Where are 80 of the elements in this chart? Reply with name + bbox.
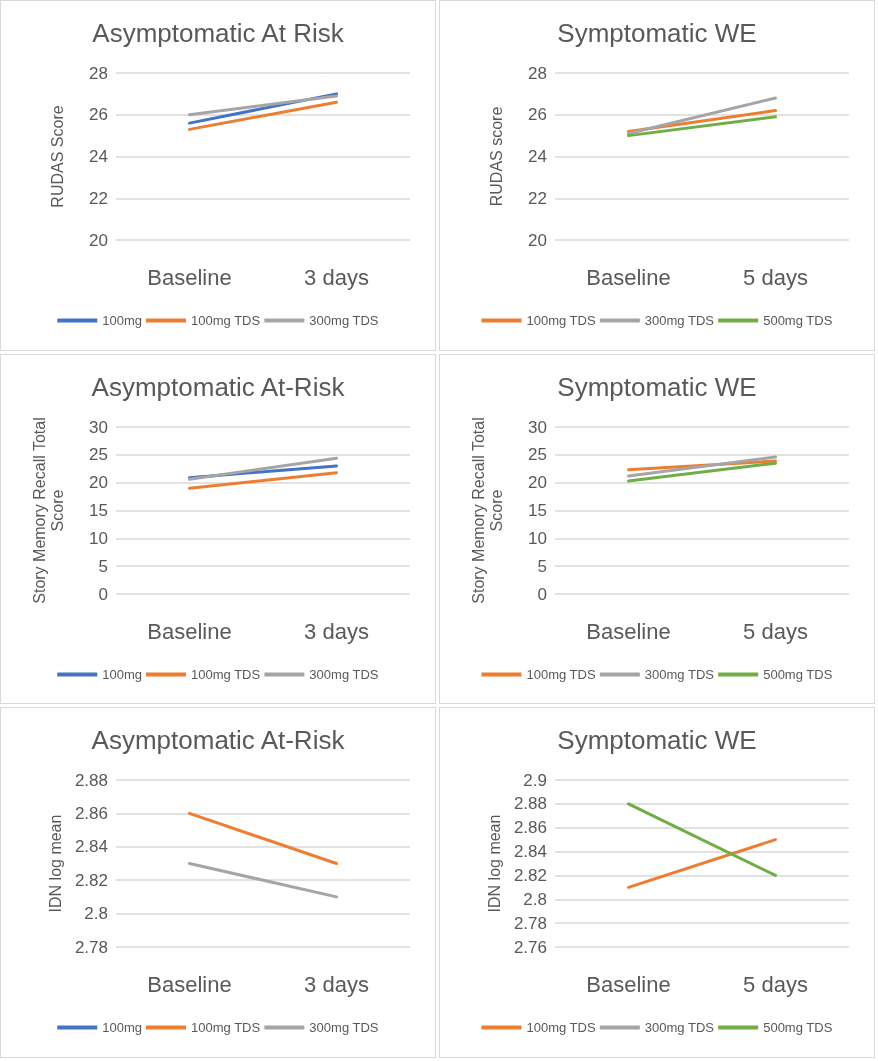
y-tick-label: 26 bbox=[528, 105, 547, 125]
y-axis-title: IDN log mean bbox=[46, 814, 64, 913]
y-tick-label: 5 bbox=[537, 556, 547, 576]
y-tick-label: 2.86 bbox=[74, 804, 108, 824]
x-tick-label: Baseline bbox=[586, 618, 671, 644]
y-tick-label: 25 bbox=[528, 444, 547, 464]
y-tick-label: 2.84 bbox=[74, 837, 108, 857]
legend-label: 300mg TDS bbox=[644, 313, 715, 328]
legend-label: 100mg TDS bbox=[191, 666, 261, 682]
y-tick-label: 30 bbox=[89, 417, 108, 437]
y-tick-label: 20 bbox=[528, 230, 547, 250]
legend-label: 300mg TDS bbox=[644, 1020, 715, 1036]
chart-title: Symptomatic WE bbox=[557, 371, 757, 402]
y-tick-label: 2.76 bbox=[513, 937, 547, 957]
y-tick-label: 25 bbox=[89, 444, 108, 464]
x-tick-label: 5 days bbox=[743, 971, 808, 997]
y-tick-label: 2.84 bbox=[513, 842, 547, 862]
y-tick-label: 30 bbox=[528, 417, 547, 437]
legend-label: 100mg TDS bbox=[526, 666, 596, 682]
legend-label: 100mg bbox=[102, 313, 143, 328]
x-tick-label: 3 days bbox=[304, 971, 369, 997]
y-tick-label: 0 bbox=[98, 584, 108, 604]
x-tick-label: Baseline bbox=[147, 971, 232, 997]
legend-label: 300mg TDS bbox=[644, 666, 715, 682]
y-tick-label: 2.8 bbox=[523, 890, 547, 910]
legend-label: 100mg TDS bbox=[526, 1020, 596, 1036]
x-tick-label: 3 days bbox=[304, 264, 369, 290]
y-tick-label: 20 bbox=[89, 230, 108, 250]
y-tick-label: 10 bbox=[89, 528, 108, 548]
y-tick-label: 2.86 bbox=[513, 818, 547, 838]
legend-label: 500mg TDS bbox=[763, 666, 833, 682]
legend-label: 300mg TDS bbox=[309, 1020, 379, 1036]
x-tick-label: Baseline bbox=[147, 618, 232, 644]
x-tick-label: 5 days bbox=[743, 264, 808, 290]
y-tick-label: 26 bbox=[89, 105, 108, 125]
chart-title: Asymptomatic At-Risk bbox=[91, 725, 346, 756]
legend-label: 300mg TDS bbox=[309, 313, 379, 328]
y-tick-label: 5 bbox=[98, 556, 108, 576]
y-tick-label: 10 bbox=[528, 528, 547, 548]
y-tick-label: 2.82 bbox=[74, 871, 108, 891]
legend-label: 100mg TDS bbox=[191, 313, 261, 328]
y-tick-label: 2.9 bbox=[523, 770, 547, 790]
x-tick-label: Baseline bbox=[586, 264, 671, 290]
y-tick-label: 15 bbox=[89, 500, 108, 520]
legend-label: 100mg bbox=[102, 1020, 143, 1036]
legend-label: 100mg TDS bbox=[191, 1020, 261, 1036]
y-tick-label: 15 bbox=[528, 500, 547, 520]
legend-label: 500mg TDS bbox=[763, 313, 833, 328]
y-tick-label: 22 bbox=[89, 188, 108, 208]
chart-title: Symptomatic WE bbox=[557, 18, 757, 48]
x-tick-label: 5 days bbox=[743, 618, 808, 644]
y-tick-label: 2.8 bbox=[84, 904, 108, 924]
x-tick-label: Baseline bbox=[586, 971, 671, 997]
y-tick-label: 2.88 bbox=[74, 770, 108, 790]
y-tick-label: 2.88 bbox=[513, 794, 547, 814]
legend-label: 100mg bbox=[102, 666, 143, 682]
y-tick-label: 0 bbox=[537, 584, 547, 604]
y-axis-title: Story Memory Recall Total Score bbox=[469, 416, 505, 604]
y-tick-label: 20 bbox=[89, 472, 108, 492]
y-axis-title: RUDAS Score bbox=[48, 105, 66, 208]
y-tick-label: 2.78 bbox=[74, 937, 108, 957]
y-axis-title: RUDAS score bbox=[487, 106, 505, 207]
y-axis-title: IDN log mean bbox=[485, 814, 503, 913]
y-tick-label: 20 bbox=[528, 472, 547, 492]
chart-title: Asymptomatic At-Risk bbox=[91, 371, 346, 402]
y-tick-label: 28 bbox=[528, 63, 547, 83]
y-tick-label: 24 bbox=[89, 147, 108, 166]
legend-label: 500mg TDS bbox=[763, 1020, 833, 1036]
x-tick-label: 3 days bbox=[304, 618, 369, 644]
x-tick-label: Baseline bbox=[147, 264, 232, 290]
legend-label: 300mg TDS bbox=[309, 666, 379, 682]
y-axis-title: Story Memory Recall Total Score bbox=[30, 416, 66, 604]
chart-title: Asymptomatic At Risk bbox=[92, 18, 345, 48]
legend-label: 100mg TDS bbox=[526, 313, 596, 328]
y-tick-label: 2.82 bbox=[513, 866, 547, 886]
y-tick-label: 2.78 bbox=[513, 913, 547, 933]
chart-title: Symptomatic WE bbox=[557, 725, 757, 756]
y-tick-label: 22 bbox=[528, 188, 547, 208]
y-tick-label: 28 bbox=[89, 63, 108, 83]
y-tick-label: 24 bbox=[528, 147, 547, 166]
